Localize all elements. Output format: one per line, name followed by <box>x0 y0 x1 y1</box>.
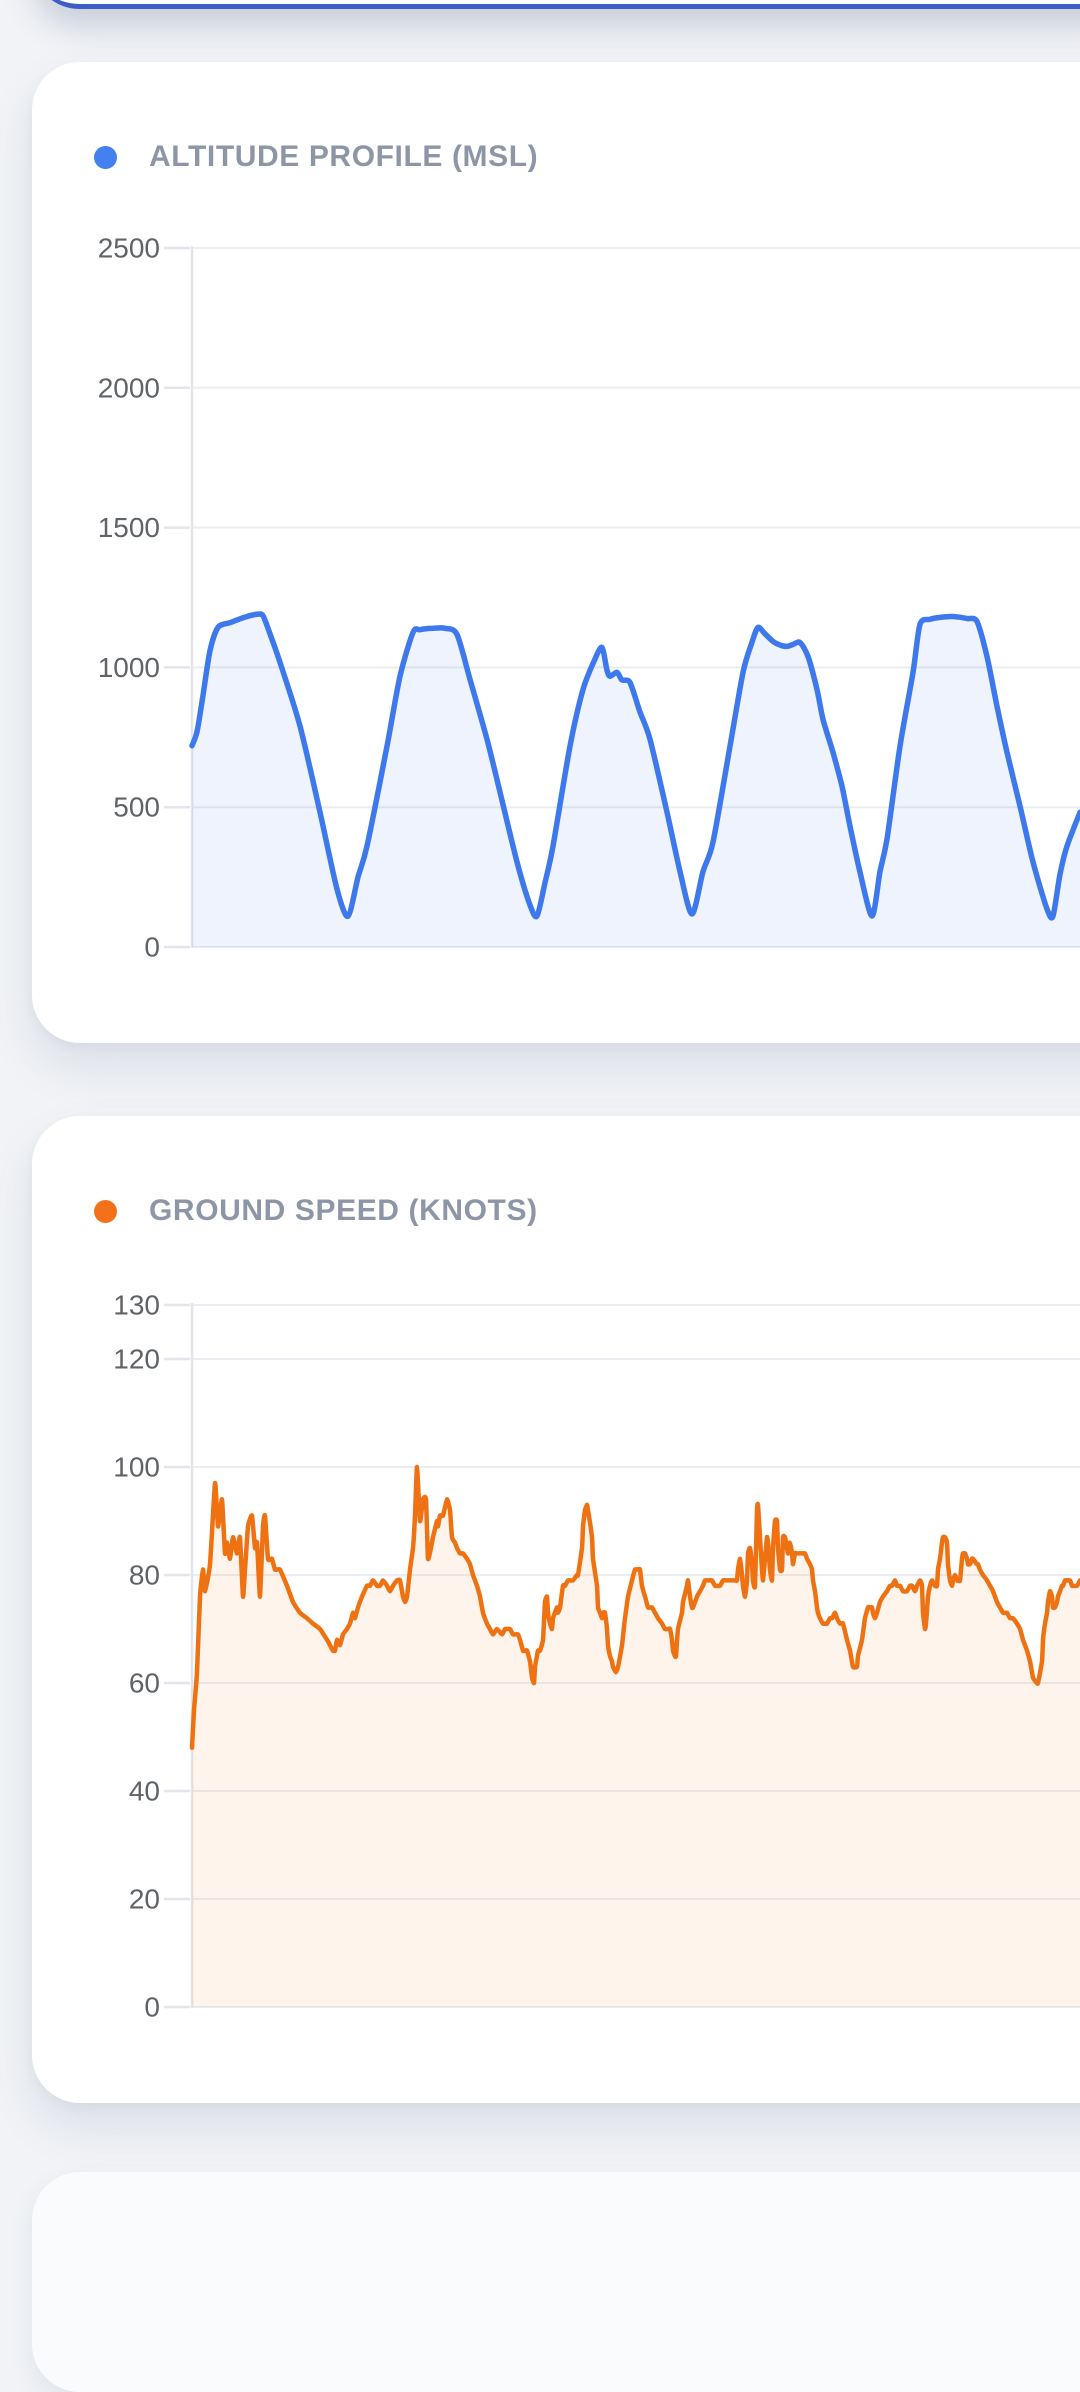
svg-text:100: 100 <box>113 1452 160 1483</box>
altitude-chart-card: ALTITUDE PROFILE (MSL) 2500 2000 1500 1000 5… <box>32 62 1080 1043</box>
svg-text:500: 500 <box>113 792 160 823</box>
svg-text:120: 120 <box>113 1344 160 1375</box>
ground-speed-chart-title: GROUND SPEED (KNOTS) <box>149 1194 538 1227</box>
svg-text:0: 0 <box>144 1992 160 2023</box>
previous-card-bottom-edge <box>32 0 1080 9</box>
svg-text:1500: 1500 <box>98 512 160 543</box>
ground-speed-chart-card: GROUND SPEED (KNOTS) 130 120 100 80 60 40 20 0 <box>32 1116 1080 2103</box>
svg-text:1000: 1000 <box>98 652 160 683</box>
svg-text:2500: 2500 <box>98 233 160 264</box>
ground-speed-chart-legend: GROUND SPEED (KNOTS) <box>94 1188 538 1234</box>
svg-text:0: 0 <box>144 932 160 963</box>
altitude-legend-dot-icon <box>94 145 117 169</box>
svg-text:80: 80 <box>129 1560 160 1591</box>
altitude-chart-plot: 2500 2000 1500 1000 500 0 <box>98 233 1080 963</box>
altitude-chart-title: ALTITUDE PROFILE (MSL) <box>149 140 539 173</box>
next-card-top-edge <box>32 2172 1080 2392</box>
flight-log-page: { "theme": { "page_bg": "#F1F3F6", "card… <box>32 0 1080 2103</box>
svg-text:2000: 2000 <box>98 372 160 403</box>
ground-speed-legend-dot-icon <box>94 1199 117 1223</box>
svg-text:40: 40 <box>129 1776 160 1807</box>
altitude-chart-legend: ALTITUDE PROFILE (MSL) <box>94 134 538 180</box>
svg-text:60: 60 <box>129 1668 160 1699</box>
ground-speed-chart-plot: 130 120 100 80 60 40 20 0 <box>113 1290 1080 2023</box>
svg-text:20: 20 <box>129 1884 160 1915</box>
svg-text:130: 130 <box>113 1290 160 1321</box>
